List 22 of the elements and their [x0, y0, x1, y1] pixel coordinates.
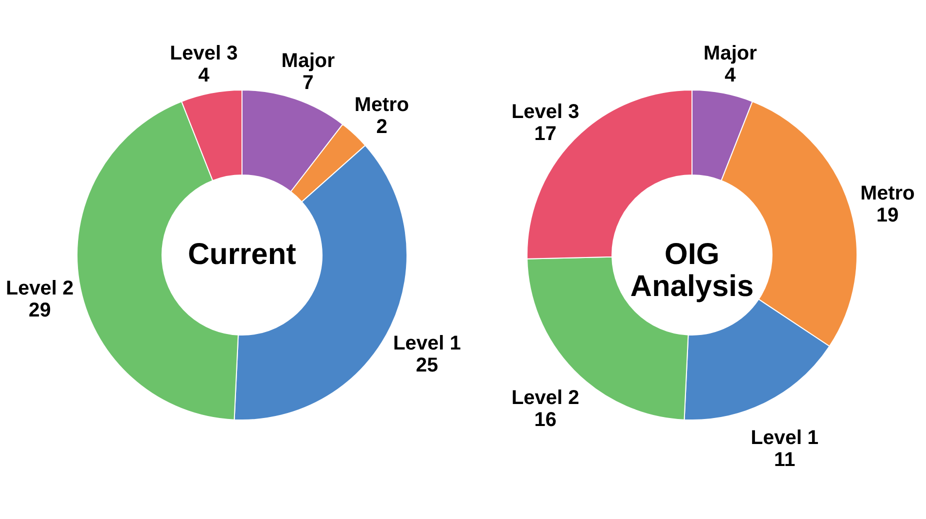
- data-label: 11: [774, 448, 796, 471]
- data-label: 19: [876, 204, 899, 226]
- slice-label: Level 3: [511, 100, 580, 123]
- slice-label: Major: [704, 42, 758, 65]
- slice-label: Metro: [860, 182, 915, 204]
- data-label: 29: [28, 299, 51, 322]
- slice-label: Level 1: [393, 332, 461, 354]
- data-label: 7: [302, 72, 314, 94]
- data-label: 4: [724, 64, 737, 87]
- data-label: 25: [416, 354, 438, 376]
- data-label: 4: [198, 64, 210, 87]
- text: OIG Analysis: [630, 238, 754, 303]
- data-label: 2: [376, 116, 388, 138]
- data-label: 16: [534, 409, 556, 432]
- data-label: 17: [534, 122, 556, 145]
- slice-label: Level 1: [750, 426, 819, 449]
- slice-label: Major: [281, 50, 335, 72]
- slice-label: Level 3: [170, 42, 238, 65]
- text: Current: [188, 238, 296, 271]
- slice-label: Level 2: [511, 387, 580, 410]
- slice-label: Metro: [354, 94, 409, 116]
- slice-label: Level 2: [6, 277, 74, 300]
